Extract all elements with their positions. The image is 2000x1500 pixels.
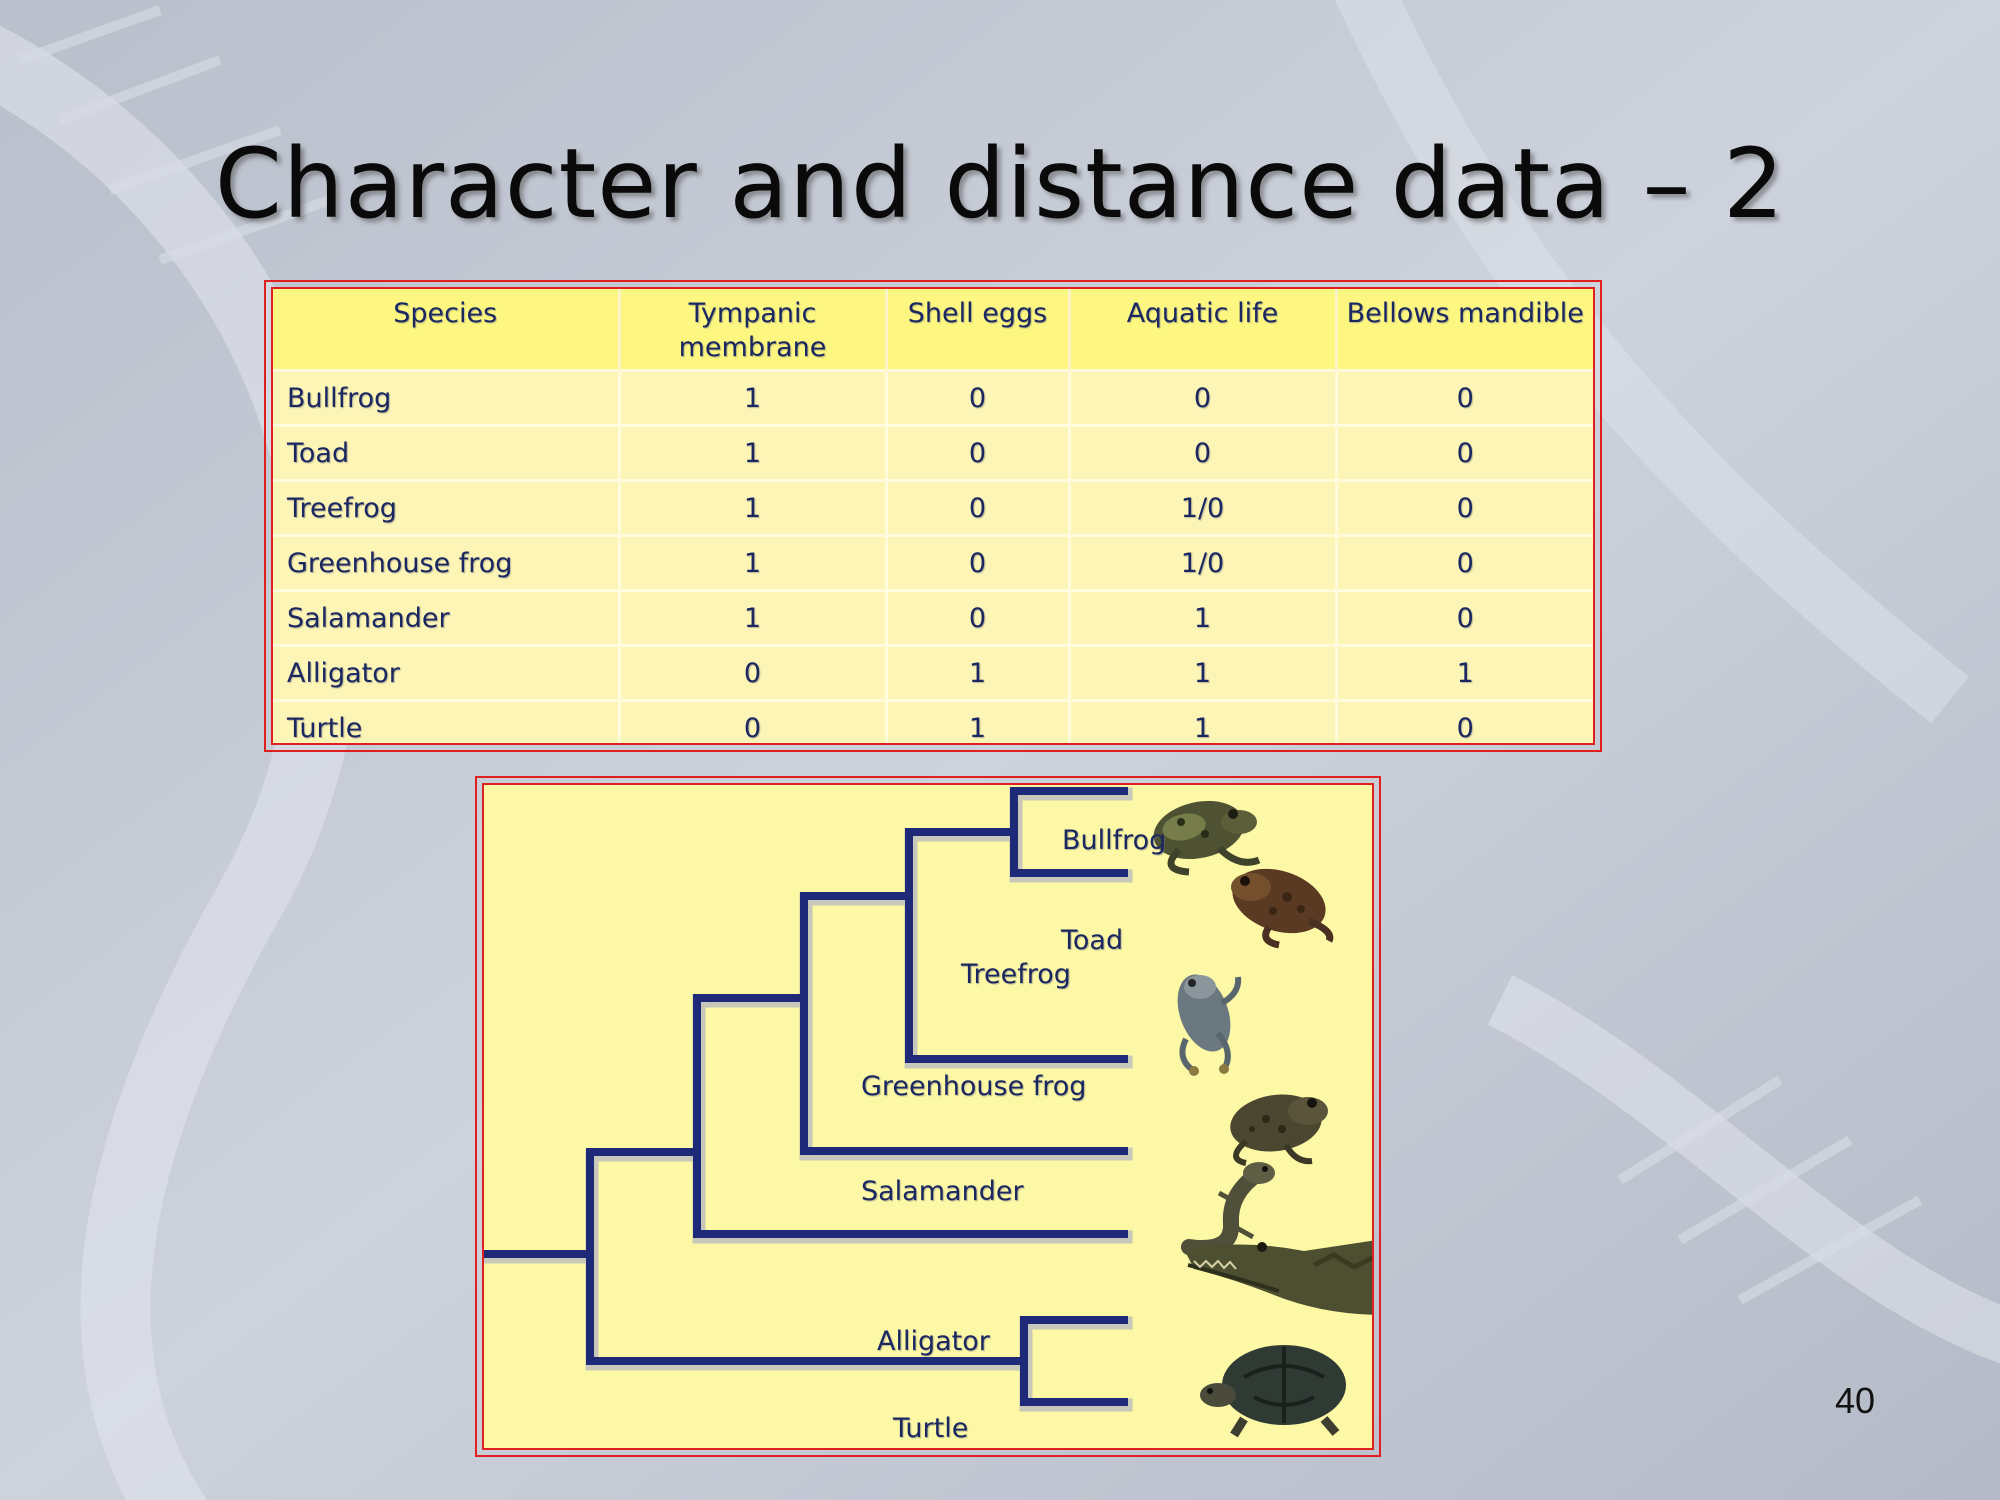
value-cell: 1 (1069, 699, 1338, 743)
value-cell: 1 (1069, 644, 1338, 701)
leaf-label-alligator: Alligator (877, 1326, 990, 1357)
leaf-label-greenhouse-frog: Greenhouse frog (861, 1071, 1087, 1102)
species-cell: Greenhouse frog (273, 534, 621, 591)
value-cell: 1 (619, 479, 888, 536)
value-cell: 1/0 (1069, 479, 1338, 536)
greenhouse-frog-branch (800, 892, 1128, 1155)
header-aquatic-life: Aquatic life (1069, 289, 1338, 371)
table-row: Greenhouse frog 1 0 1/0 0 (273, 534, 1593, 591)
value-cell: 0 (619, 699, 888, 743)
value-cell: 0 (1336, 589, 1593, 646)
species-cell: Turtle (273, 699, 621, 743)
alligator-turtle-branch (1020, 1316, 1128, 1406)
value-cell: 0 (886, 479, 1071, 536)
value-cell: 1 (1336, 644, 1593, 701)
value-cell: 0 (886, 589, 1071, 646)
value-cell: 1/0 (1069, 534, 1338, 591)
character-table-panel: Species Tympanic membrane Shell eggs Aqu… (271, 287, 1595, 745)
header-shell-eggs: Shell eggs (886, 289, 1071, 371)
value-cell: 0 (886, 369, 1071, 426)
leaf-label-turtle: Turtle (893, 1413, 969, 1444)
table-row: Treefrog 1 0 1/0 0 (273, 479, 1593, 536)
leaf-label-bullfrog: Bullfrog (1062, 825, 1167, 856)
phylogenetic-tree-panel: Bullfrog Toad Treefrog Greenhouse frog S… (482, 783, 1374, 1450)
value-cell: 0 (1069, 424, 1338, 481)
bullfrog-photo (1153, 800, 1261, 876)
turtle-photo (1200, 1345, 1346, 1438)
species-cell: Alligator (273, 644, 621, 701)
table-row: Salamander 1 0 1 0 (273, 589, 1593, 646)
value-cell: 1 (619, 369, 888, 426)
species-cell: Bullfrog (273, 369, 621, 426)
value-cell: 1 (886, 699, 1071, 743)
header-bellows-mandible: Bellows mandible (1336, 289, 1593, 371)
header-tympanic-membrane: Tympanic membrane (619, 289, 888, 371)
value-cell: 0 (1336, 534, 1593, 591)
species-cell: Salamander (273, 589, 621, 646)
bullfrog-toad-branch (1010, 787, 1128, 877)
salamander-branch (693, 994, 1128, 1238)
table-header-row: Species Tympanic membrane Shell eggs Aqu… (273, 289, 1593, 371)
treefrog-photo (1177, 974, 1242, 1076)
table-row: Turtle 0 1 1 0 (273, 699, 1593, 743)
value-cell: 0 (1069, 369, 1338, 426)
value-cell: 0 (1336, 424, 1593, 481)
value-cell: 0 (619, 644, 888, 701)
treefrog-branch (905, 828, 1128, 1063)
table-row: Bullfrog 1 0 0 0 (273, 369, 1593, 426)
value-cell: 0 (1336, 369, 1593, 426)
value-cell: 0 (1336, 479, 1593, 536)
table-row: Toad 1 0 0 0 (273, 424, 1593, 481)
greenhouse-frog-photo (1230, 1094, 1328, 1166)
toad-photo (1231, 868, 1334, 949)
header-species: Species (273, 289, 621, 371)
value-cell: 1 (619, 534, 888, 591)
leaf-label-salamander: Salamander (861, 1176, 1024, 1207)
table-row: Alligator 0 1 1 1 (273, 644, 1593, 701)
phylogenetic-tree-frame: Bullfrog Toad Treefrog Greenhouse frog S… (475, 776, 1381, 1457)
character-table: Species Tympanic membrane Shell eggs Aqu… (273, 289, 1593, 743)
leaf-label-treefrog: Treefrog (961, 959, 1071, 990)
value-cell: 0 (886, 424, 1071, 481)
species-cell: Toad (273, 424, 621, 481)
value-cell: 1 (619, 424, 888, 481)
species-cell: Treefrog (273, 479, 621, 536)
character-table-frame: Species Tympanic membrane Shell eggs Aqu… (264, 280, 1602, 752)
slide-title: Character and distance data – 2 (214, 128, 1786, 240)
tree-branches (484, 787, 1133, 1412)
reptile-split-branch (586, 1148, 1028, 1365)
phylogenetic-tree (484, 787, 1372, 1438)
value-cell: 0 (1336, 699, 1593, 743)
leaf-label-toad: Toad (1061, 925, 1124, 956)
page-number: 40 (1835, 1380, 1876, 1421)
value-cell: 0 (886, 534, 1071, 591)
value-cell: 1 (1069, 589, 1338, 646)
alligator-photo (1184, 1240, 1372, 1315)
value-cell: 1 (886, 644, 1071, 701)
value-cell: 1 (619, 589, 888, 646)
